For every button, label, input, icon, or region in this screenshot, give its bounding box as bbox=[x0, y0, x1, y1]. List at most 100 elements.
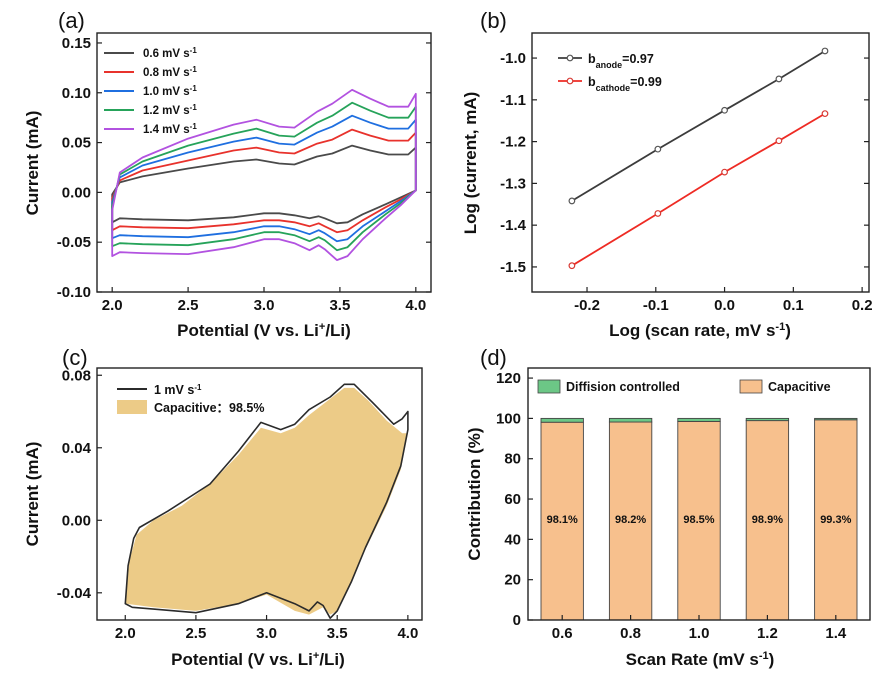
bar-capacitive bbox=[814, 419, 858, 621]
cv-curve-1.2 bbox=[111, 101, 417, 252]
chart-a-ytick-label: 0.15 bbox=[62, 35, 91, 52]
chart-c-yticks: -0.04 0.00 0.04 0.08 bbox=[57, 367, 102, 602]
legend-swatch-capacitive bbox=[117, 400, 147, 414]
chart-a-ytick-label: 0.05 bbox=[62, 135, 91, 152]
data-point-cathode bbox=[721, 168, 728, 176]
legend-label: 1.0 mV s-1 bbox=[143, 84, 197, 99]
data-point-anode bbox=[821, 47, 829, 55]
legend-marker-cathode bbox=[566, 77, 574, 85]
chart-c: 2.0 2.5 3.0 3.5 4.0 -0.04 0.00 0.04 0.08 1 mV s… bbox=[23, 367, 423, 669]
chart-a-xtick-label: 2.5 bbox=[178, 297, 199, 314]
legend-swatch-capacitive bbox=[739, 379, 763, 394]
chart-a-ylabel: Current (mA) bbox=[23, 111, 42, 216]
chart-a-ytick-label: -0.10 bbox=[57, 284, 91, 301]
legend-label-capacitive: Capacitive：98.5% bbox=[154, 401, 264, 415]
chart-b-xtick-label: 0.1 bbox=[783, 297, 804, 314]
chart-a-xtick-label: 3.0 bbox=[254, 297, 275, 314]
data-point-cathode bbox=[568, 262, 576, 270]
bar-diffusion bbox=[677, 417, 721, 422]
capacitive-fill-area bbox=[125, 387, 408, 615]
chart-c-xtick-label: 2.0 bbox=[115, 625, 136, 642]
chart-b-yticks: -1.5 -1.4 -1.3 -1.2 -1.1 -1.0 bbox=[500, 50, 869, 276]
chart-a-xtick-label: 3.5 bbox=[329, 297, 350, 314]
bar-diffusion bbox=[745, 417, 790, 422]
cv-curve-1.0 bbox=[111, 114, 417, 243]
cv-curve-0.6 bbox=[111, 144, 417, 225]
panel-label-c: (c) bbox=[62, 345, 88, 370]
fit-line-cathode bbox=[571, 112, 826, 267]
chart-d-xtick-label: 0.6 bbox=[552, 625, 573, 642]
chart-b-xtick-label: 0.0 bbox=[714, 297, 735, 314]
bar-data-label: 98.5% bbox=[683, 514, 714, 526]
chart-d-ytick-label: 60 bbox=[504, 491, 521, 508]
bar-data-label: 98.2% bbox=[615, 514, 646, 526]
chart-d-xtick-label: 1.2 bbox=[757, 625, 778, 642]
chart-b-legend: banode=0.97 bcathode=0.99 bbox=[558, 52, 662, 93]
panel-label-b: (b) bbox=[480, 8, 507, 33]
chart-a-ytick-label: 0.00 bbox=[62, 184, 91, 201]
legend-label-diffusion: Diffision controlled bbox=[566, 380, 680, 394]
bar-diffusion bbox=[814, 417, 858, 421]
chart-b-ytick-label: -1.5 bbox=[500, 259, 526, 276]
chart-b-frame bbox=[531, 32, 870, 293]
bar-data-label: 98.9% bbox=[752, 514, 783, 526]
legend-label-capacitive: Capacitive bbox=[768, 380, 831, 394]
bar-diffusion bbox=[540, 417, 584, 423]
chart-c-ytick-label: 0.08 bbox=[62, 367, 91, 384]
legend-label: 0.6 mV s-1 bbox=[143, 46, 197, 61]
chart-c-frame bbox=[96, 367, 423, 621]
chart-d: 98.1% 98.2% 98.5% 98.9% 99.3% 0.6 0.8 1.0 1.2 1.… bbox=[465, 367, 871, 669]
chart-d-ytick-label: 0 bbox=[513, 612, 521, 629]
chart-a-xtick-label: 2.0 bbox=[102, 297, 123, 314]
chart-c-series bbox=[124, 383, 409, 619]
bar-data-label: 99.3% bbox=[820, 514, 851, 526]
chart-a-xlabel: Potential (V vs. Li+/Li) bbox=[177, 321, 351, 340]
panel-label-d: (d) bbox=[480, 345, 507, 370]
chart-d-ytick-label: 20 bbox=[504, 572, 521, 589]
chart-a-xticks: 2.0 2.5 3.0 3.5 4.0 bbox=[102, 287, 426, 314]
chart-a-yticks: -0.10 -0.05 0.00 0.05 0.10 0.15 bbox=[57, 35, 431, 301]
chart-c-xticks: 2.0 2.5 3.0 3.5 4.0 bbox=[115, 615, 418, 642]
chart-a-ytick-label: -0.05 bbox=[57, 234, 91, 251]
chart-a: 2.0 2.5 3.0 3.5 4.0 -0.10 -0.05 0.00 0.05 0.10 0.… bbox=[23, 32, 432, 340]
chart-b-xtick-label: -0.1 bbox=[643, 297, 669, 314]
chart-d-yticks: 0 20 40 60 80 100 120 bbox=[496, 370, 533, 629]
chart-b-xlabel: Log (scan rate, mV s-1) bbox=[609, 321, 791, 340]
chart-d-ytick-label: 100 bbox=[496, 410, 521, 427]
chart-b-ytick-label: -1.2 bbox=[500, 134, 526, 151]
legend-label: 1.4 mV s-1 bbox=[143, 122, 197, 137]
chart-c-xtick-label: 3.5 bbox=[327, 625, 348, 642]
data-point-cathode bbox=[775, 137, 783, 145]
chart-d-xtick-label: 1.0 bbox=[689, 625, 710, 642]
chart-d-ylabel: Contribution (%) bbox=[465, 427, 484, 560]
chart-b-xtick-label: 0.2 bbox=[852, 297, 873, 314]
chart-c-ytick-label: 0.04 bbox=[62, 440, 92, 457]
bar-data-label: 98.1% bbox=[547, 514, 578, 526]
chart-d-ytick-label: 120 bbox=[496, 370, 521, 387]
chart-a-series bbox=[111, 88, 417, 261]
chart-c-legend: 1 mV s-1 Capacitive：98.5% bbox=[117, 383, 264, 415]
chart-d-xticks: 0.6 0.8 1.0 1.2 1.4 bbox=[552, 615, 847, 642]
chart-c-ytick-label: -0.04 bbox=[57, 585, 92, 602]
data-point-anode bbox=[654, 145, 662, 153]
chart-d-ytick-label: 40 bbox=[504, 531, 521, 548]
chart-c-xtick-label: 2.5 bbox=[185, 625, 206, 642]
bar-capacitive bbox=[540, 421, 584, 621]
chart-b-xtick-label: -0.2 bbox=[574, 297, 600, 314]
legend-label-cathode: bcathode=0.99 bbox=[588, 75, 662, 93]
legend-label-anode: banode=0.97 bbox=[588, 52, 654, 70]
panel-label-a: (a) bbox=[58, 8, 85, 33]
chart-c-ylabel: Current (mA) bbox=[23, 442, 42, 547]
data-point-anode bbox=[775, 75, 783, 83]
chart-b-ytick-label: -1.1 bbox=[500, 92, 526, 109]
chart-a-ytick-label: 0.10 bbox=[62, 85, 91, 102]
data-point-anode bbox=[568, 197, 576, 205]
legend-swatch-diffusion bbox=[537, 379, 561, 394]
cv-curve-1.4 bbox=[111, 88, 417, 261]
chart-b-series bbox=[568, 47, 829, 270]
chart-d-xtick-label: 1.4 bbox=[825, 625, 847, 642]
chart-d-bars: 98.1% 98.2% 98.5% 98.9% 99.3% bbox=[540, 417, 858, 621]
legend-label-1mv: 1 mV s-1 bbox=[154, 383, 202, 398]
chart-d-ytick-label: 80 bbox=[504, 451, 521, 468]
